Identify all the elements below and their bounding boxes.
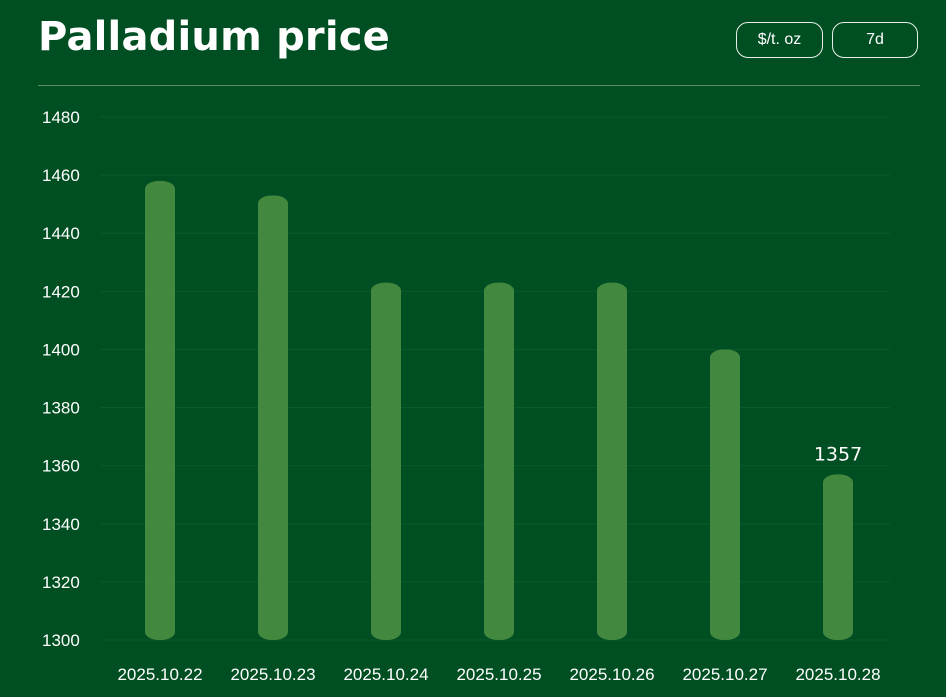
x-tick-label: 2025.10.25	[456, 665, 541, 684]
x-tick-label: 2025.10.24	[343, 665, 428, 684]
bar	[484, 282, 514, 640]
bar	[710, 349, 740, 640]
x-tick-label: 2025.10.27	[682, 665, 767, 684]
y-tick-label: 1320	[42, 573, 80, 592]
y-tick-label: 1440	[42, 224, 80, 243]
x-tick-label: 2025.10.28	[795, 665, 880, 684]
data-label: 1357	[814, 443, 862, 465]
x-tick-label: 2025.10.22	[117, 665, 202, 684]
y-tick-label: 1400	[42, 340, 80, 359]
range-selector-button[interactable]: 7d	[832, 22, 918, 58]
y-tick-label: 1380	[42, 399, 80, 418]
x-tick-label: 2025.10.23	[230, 665, 315, 684]
header-divider	[38, 85, 920, 86]
bar	[597, 282, 627, 640]
y-tick-label: 1300	[42, 631, 80, 650]
unit-selector-button[interactable]: $/t. oz	[736, 22, 823, 58]
y-tick-label: 1460	[42, 166, 80, 185]
y-tick-label: 1340	[42, 515, 80, 534]
page-title: Palladium price	[38, 14, 390, 60]
y-tick-label: 1360	[42, 457, 80, 476]
y-tick-label: 1480	[42, 108, 80, 127]
y-tick-label: 1420	[42, 282, 80, 301]
x-tick-label: 2025.10.26	[569, 665, 654, 684]
bar	[258, 195, 288, 640]
bar	[823, 474, 853, 640]
bar	[145, 180, 175, 640]
bar	[371, 282, 401, 640]
